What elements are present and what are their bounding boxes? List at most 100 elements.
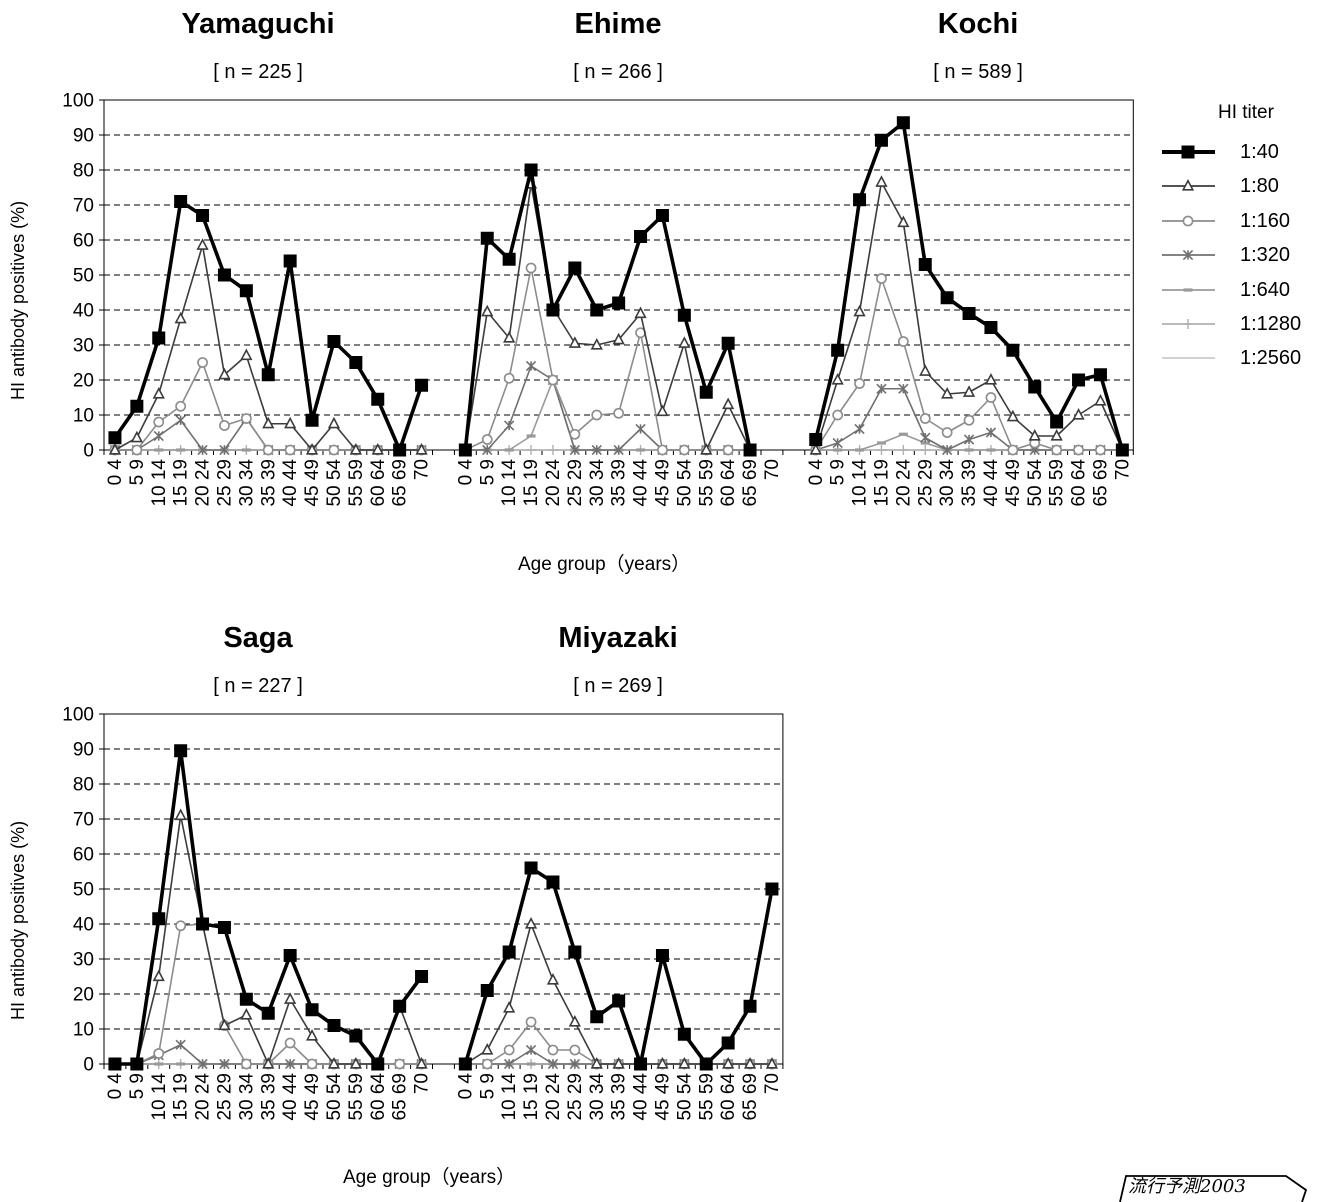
x-tick-label: 55 59	[1047, 459, 1068, 507]
panel-title-saga: Saga	[223, 622, 293, 654]
data-point	[590, 337, 603, 350]
data-point	[108, 442, 122, 455]
x-tick-label: 60 64	[718, 459, 739, 507]
data-point	[174, 744, 188, 758]
x-tick-label: 65 69	[740, 1073, 761, 1121]
data-point	[503, 420, 515, 431]
legend-label-1-1280: 1:1280	[1240, 313, 1302, 335]
x-tick-label: 30 34	[236, 459, 257, 507]
data-point	[547, 445, 558, 455]
data-point	[743, 443, 757, 457]
data-point	[919, 364, 932, 376]
legend-label-1-640: 1:640	[1240, 279, 1291, 301]
data-point	[349, 356, 363, 369]
data-point	[1073, 444, 1084, 456]
data-point	[175, 400, 187, 412]
x-tick-label: 35 39	[258, 459, 279, 507]
data-point	[678, 444, 690, 456]
x-tick-label: 40 44	[981, 459, 1002, 507]
legend-marker-1-80	[1181, 178, 1195, 191]
data-point	[197, 444, 208, 456]
x-tick-label: 30 34	[587, 1073, 608, 1121]
x-tick-label: 55 59	[696, 1073, 717, 1121]
data-point	[174, 195, 188, 208]
series-line	[463, 168, 752, 451]
data-point	[546, 972, 560, 985]
x-tick-label: 55 59	[346, 1073, 367, 1121]
y-tick-label: 40	[73, 915, 94, 936]
data-point	[920, 445, 931, 455]
x-tick-label: 0 4	[105, 1073, 126, 1100]
data-point	[305, 442, 319, 455]
x-tick-label: 30 34	[587, 459, 608, 507]
data-point	[612, 1056, 625, 1069]
data-point	[919, 413, 931, 424]
x-tick-label: 10 14	[149, 1073, 170, 1121]
data-point	[197, 1058, 208, 1070]
data-point	[1006, 343, 1020, 357]
data-point	[327, 1019, 341, 1032]
data-point	[415, 442, 428, 455]
data-point	[896, 116, 910, 130]
legend-label-1-2560: 1:2560	[1240, 347, 1302, 369]
data-point	[613, 444, 624, 456]
data-point	[876, 273, 887, 284]
x-tick-label: 35 39	[258, 1073, 279, 1121]
x-axis-label-bottom: Age group（years）	[343, 1167, 516, 1188]
data-point	[152, 912, 166, 926]
data-point	[524, 916, 538, 929]
data-point	[218, 1018, 231, 1031]
series-line	[113, 199, 424, 452]
x-tick-label: 50 54	[674, 1073, 695, 1121]
data-point	[262, 416, 275, 429]
data-point	[458, 1057, 472, 1071]
series-line	[465, 267, 751, 451]
data-point	[722, 397, 735, 410]
x-tick-label: 25 29	[214, 1073, 235, 1121]
x-tick-label: 15 19	[521, 1073, 542, 1121]
x-tick-label: 15 19	[871, 459, 892, 507]
y-tick-label: 100	[62, 91, 94, 112]
y-tick-label: 20	[73, 985, 94, 1006]
legend-label-1-160: 1:160	[1240, 210, 1291, 232]
data-point	[305, 1028, 319, 1041]
data-point	[283, 254, 297, 268]
data-point	[503, 1000, 516, 1013]
data-point	[1050, 428, 1063, 441]
data-point	[568, 261, 582, 275]
x-tick-label: 65 69	[390, 459, 411, 507]
data-point	[1093, 368, 1107, 382]
x-tick-label: 50 54	[324, 1073, 345, 1121]
data-point	[613, 407, 625, 419]
data-point	[240, 1058, 252, 1070]
data-point	[855, 448, 865, 452]
x-tick-label: 5 9	[477, 459, 498, 485]
data-point	[832, 437, 843, 449]
data-point	[327, 1056, 341, 1069]
x-tick-label: 10 14	[499, 459, 520, 507]
series-1-80	[459, 176, 757, 455]
x-tick-label: 40 44	[631, 1073, 652, 1121]
data-point	[876, 383, 887, 394]
legend-marker-1-40	[1181, 145, 1195, 159]
data-point	[655, 209, 669, 222]
data-point	[831, 343, 845, 357]
y-tick-label: 30	[73, 950, 94, 971]
legend-marker-1-640	[1183, 288, 1193, 292]
data-point	[876, 441, 886, 445]
x-tick-label: 5 9	[477, 1073, 498, 1099]
data-point	[525, 1016, 537, 1028]
data-point	[918, 258, 932, 271]
series-line	[464, 183, 751, 451]
data-point	[219, 420, 230, 431]
x-tick-label: 30 34	[236, 1073, 257, 1121]
data-point	[176, 1062, 186, 1066]
x-tick-label: 45 49	[302, 1073, 323, 1121]
data-point	[262, 1056, 275, 1069]
data-point	[1028, 428, 1041, 441]
data-point	[130, 430, 143, 443]
data-point	[569, 1044, 581, 1056]
x-tick-label: 40 44	[280, 459, 301, 507]
series-1-40	[458, 861, 779, 1071]
